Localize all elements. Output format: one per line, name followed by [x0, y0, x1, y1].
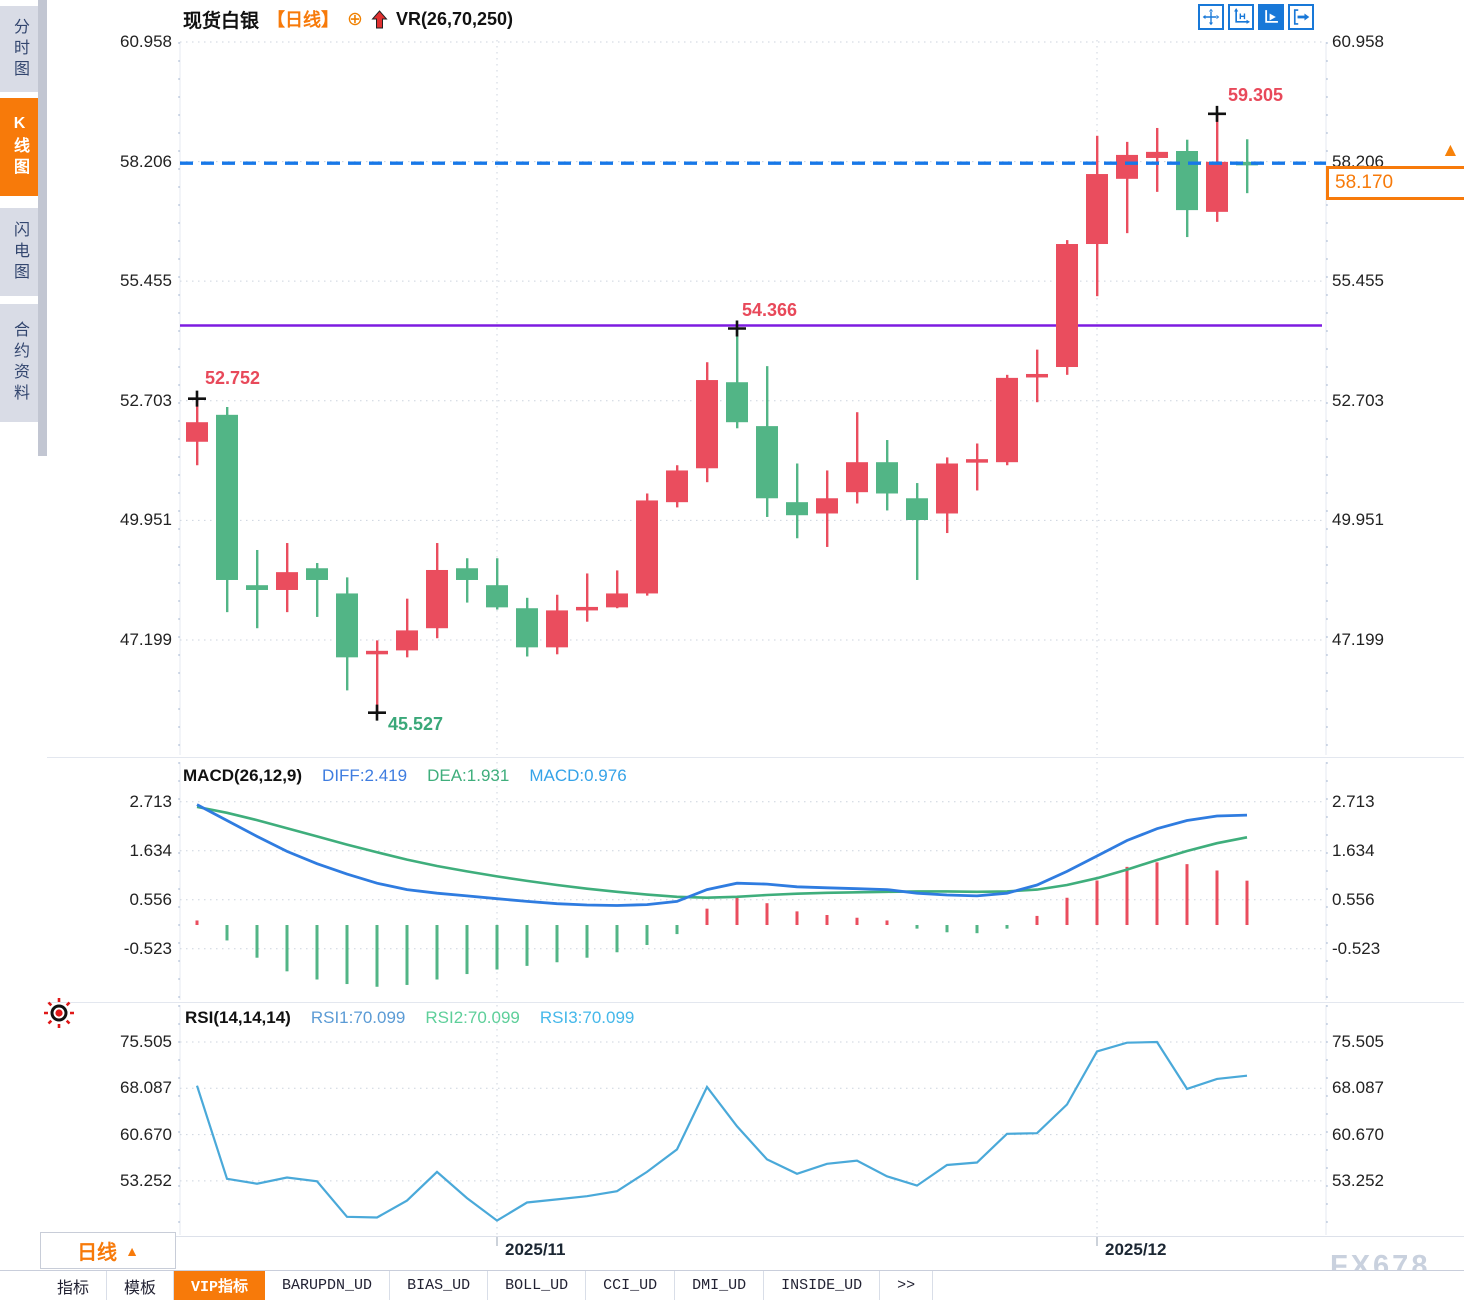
alert-sun-icon[interactable]	[42, 996, 76, 1030]
rsi3-value: RSI3:70.099	[539, 1008, 635, 1027]
macd-diff-value: DIFF:2.419	[322, 766, 408, 785]
sidebar-item-0[interactable]: 分时图	[0, 6, 38, 92]
period-tag[interactable]: 【日线】	[267, 10, 340, 30]
tab-bias_ud[interactable]: BIAS_UD	[390, 1271, 489, 1300]
rsi2-value: RSI2:70.099	[425, 1008, 520, 1027]
rsi-axis-tick-left: 68.087	[120, 1078, 172, 1098]
rsi-axis-tick-right: 68.087	[1332, 1078, 1384, 1098]
move-icon[interactable]	[1198, 4, 1224, 30]
sidebar-item-3[interactable]: 合约资料	[0, 304, 38, 422]
price-axis-tick-right: 49.951	[1332, 510, 1384, 530]
macd-axis-tick-right: 1.634	[1332, 840, 1375, 860]
rsi-header: RSI(14,14,14) RSI1:70.099 RSI2:70.099 RS…	[185, 1008, 634, 1028]
price-axis-tick-right: 60.958	[1332, 32, 1384, 51]
rsi-axis-tick-right: 75.505	[1332, 1032, 1384, 1051]
tab-[interactable]: >>	[880, 1271, 934, 1300]
price-annotation: 45.527	[388, 714, 444, 734]
macd-label[interactable]: MACD(26,12,9)	[183, 766, 303, 785]
price-axis-tick-left: 49.951	[120, 510, 172, 530]
price-axis-tick-left: 52.703	[120, 390, 172, 410]
x-axis-label: 2025/11	[505, 1240, 566, 1259]
red-up-arrow-icon	[371, 9, 388, 28]
sidebar-item-2[interactable]: 闪电图	[0, 208, 38, 296]
tab-cci_ud[interactable]: CCI_UD	[586, 1271, 676, 1300]
period-label: 日线	[77, 1242, 118, 1264]
indicator-tab-bar: 指标 模板 VIP指标 BARUPDN_UD BIAS_UD BOLL_UD CCI_UD D…	[0, 1270, 1464, 1300]
price-up-marker-icon: ▲	[1441, 140, 1460, 161]
tab-[interactable]: 指标	[40, 1271, 108, 1300]
rsi1-value: RSI1:70.099	[310, 1008, 406, 1027]
macd-axis-tick-right: -0.523	[1332, 938, 1381, 958]
x-axis-label: 2025/12	[1105, 1240, 1167, 1259]
price-axis-tick-right: 47.199	[1332, 630, 1384, 649]
macd-axis-tick-right: 2.713	[1332, 791, 1375, 811]
price-axis-tick-right: 58.206	[1332, 151, 1384, 171]
price-annotation: 59.305	[1228, 85, 1284, 105]
period-arrow-icon: ▲	[125, 1242, 139, 1259]
axis-range-icon[interactable]	[1228, 4, 1254, 30]
rsi-label[interactable]: RSI(14,14,14)	[185, 1008, 291, 1027]
price-axis-tick-left: 55.455	[120, 271, 172, 291]
tab-barupdn_ud[interactable]: BARUPDN_UD	[265, 1271, 391, 1300]
price-annotation: 54.366	[742, 300, 798, 320]
vr-indicator-label[interactable]: VR(26,70,250)	[395, 8, 514, 29]
current-price-box: 58.170	[1326, 166, 1464, 200]
macd-dea-value: DEA:1.931	[427, 766, 510, 785]
rsi-axis-tick-left: 75.505	[120, 1032, 172, 1051]
rsi-axis-tick-left: 60.670	[120, 1124, 172, 1144]
price-annotation: 52.752	[205, 368, 261, 388]
price-axis-tick-right: 52.703	[1332, 390, 1384, 410]
axis-play-icon[interactable]	[1258, 4, 1284, 30]
sidebar: 分时图 K线图闪电图合约资料	[0, 0, 38, 1300]
tab-vip[interactable]: VIP指标	[174, 1271, 266, 1300]
sidebar-scroll-strip[interactable]	[38, 0, 47, 456]
tab-[interactable]: 模板	[107, 1271, 175, 1300]
price-axis-tick-left: 60.958	[120, 32, 172, 51]
macd-header: MACD(26,12,9) DIFF:2.419 DEA:1.931 MACD:…	[183, 766, 627, 786]
chart-header: 现货白银 【日线】 ⊕ VR(26,70,250)	[183, 6, 513, 32]
price-axis-tick-left: 47.199	[120, 630, 172, 649]
target-circle-icon[interactable]: ⊕	[347, 8, 363, 30]
macd-axis-tick-left: 0.556	[129, 889, 172, 909]
rsi-axis-tick-right: 60.670	[1332, 1124, 1384, 1144]
tab-boll_ud[interactable]: BOLL_UD	[488, 1271, 587, 1300]
macd-hist-value: MACD:0.976	[529, 766, 627, 785]
macd-axis-tick-left: 1.634	[129, 840, 172, 860]
macd-axis-tick-right: 0.556	[1332, 889, 1375, 909]
chart-toolbar	[1198, 4, 1314, 30]
tab-dmi_ud[interactable]: DMI_UD	[675, 1271, 765, 1300]
macd-axis-tick-left: -0.523	[123, 938, 172, 958]
price-axis-tick-right: 55.455	[1332, 271, 1384, 291]
tab-inside_ud[interactable]: INSIDE_UD	[764, 1271, 881, 1300]
rsi-axis-tick-right: 53.252	[1332, 1170, 1384, 1190]
rsi-axis-tick-left: 53.252	[120, 1170, 172, 1190]
pan-right-icon[interactable]	[1288, 4, 1314, 30]
symbol-title: 现货白银	[183, 10, 260, 32]
price-axis-tick-left: 58.206	[120, 151, 172, 171]
sidebar-item-1[interactable]: K线图	[0, 98, 38, 196]
period-selector[interactable]: 日线 ▲	[40, 1232, 176, 1269]
macd-axis-tick-left: 2.713	[129, 791, 172, 811]
